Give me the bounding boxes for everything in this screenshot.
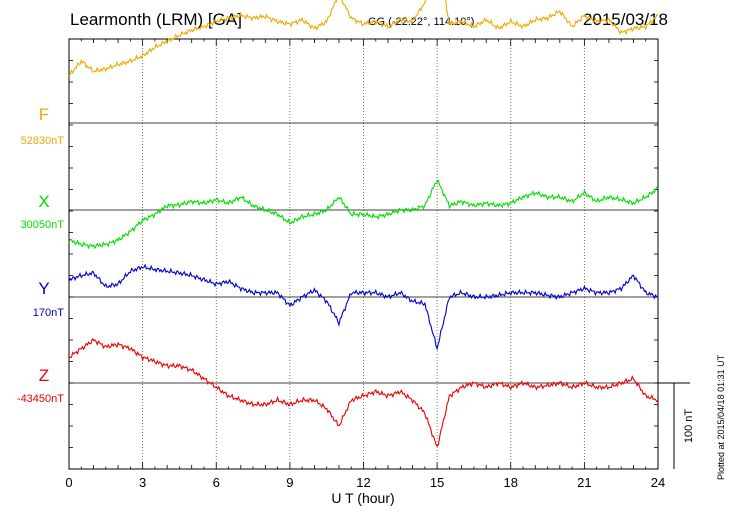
series-line-x <box>68 179 659 250</box>
data-series <box>68 0 659 448</box>
x-tick-label: 24 <box>651 475 665 490</box>
x-tick-label: 21 <box>577 475 591 490</box>
scale-bar-label: 100 nT <box>683 409 695 444</box>
series-baseline-x: 30050nT <box>21 219 65 231</box>
x-tick-label: 0 <box>65 475 72 490</box>
x-tick-label: 18 <box>504 475 518 490</box>
x-tick-label: 12 <box>356 475 370 490</box>
plot-frame <box>68 38 659 470</box>
series-name-y: Y <box>38 279 49 298</box>
x-axis-label: U T (hour) <box>331 490 394 506</box>
scale-bar: 100 nT <box>658 382 695 469</box>
series-line-y <box>68 263 659 351</box>
x-tick-label: 15 <box>430 475 444 490</box>
series-baseline-f: 52830nT <box>21 135 65 147</box>
x-tick-labels: 0 3 6 9 12 15 18 21 24 <box>65 475 665 490</box>
x-tick-label: 9 <box>286 475 293 490</box>
series-name-x: X <box>38 192 49 211</box>
x-tick-label: 3 <box>139 475 146 490</box>
station-title: Learmonth (LRM) [GA] <box>70 10 242 29</box>
geographic-coordinates: GG (-22.22°, 114.10°) <box>368 16 475 28</box>
series-baseline-z: -43450nT <box>17 393 64 405</box>
grid-lines <box>142 39 585 469</box>
series-line-f <box>68 0 659 77</box>
series-name-z: Z <box>39 366 49 385</box>
series-line-z <box>68 337 659 448</box>
series-labels: F 52830nT X 30050nT Y 170nT Z -43450nT <box>17 105 64 405</box>
series-name-f: F <box>39 105 49 124</box>
axis-ticks <box>68 39 659 469</box>
series-baseline-y: 170nT <box>33 307 64 319</box>
x-tick-label: 6 <box>213 475 220 490</box>
plotted-timestamp: Plotted at 2015/04/18 01:31 UT <box>716 354 726 480</box>
